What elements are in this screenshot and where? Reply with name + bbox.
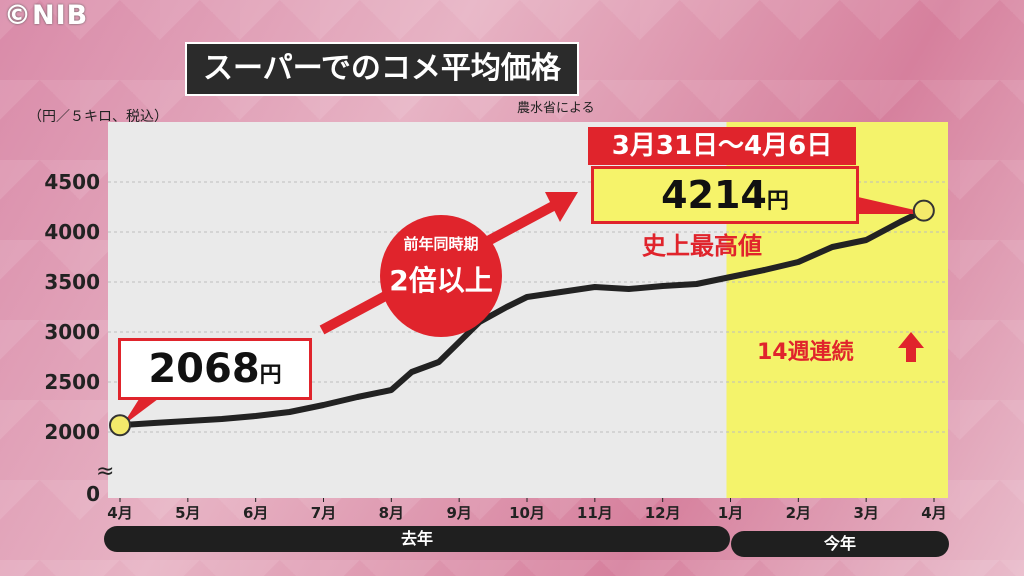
x-tick-label: 7月 <box>311 504 336 522</box>
chart-title: スーパーでのコメ平均価格 <box>185 42 579 96</box>
y-tick-label: 2000 <box>44 420 100 444</box>
up-arrow-icon <box>898 332 924 362</box>
period-bar-last-year: 去年 <box>104 526 730 552</box>
yoy-badge: 前年同時期 2倍以上 <box>380 215 502 337</box>
x-tick-label: 9月 <box>446 504 471 522</box>
peak-date-label: 3月31日～4月6日 <box>588 127 856 165</box>
x-tick-label: 12月 <box>645 504 681 522</box>
start-value-callout: 2068円 <box>118 338 312 400</box>
x-tick-label: 10月 <box>509 504 545 522</box>
y-tick-label: 3500 <box>44 270 100 294</box>
x-tick-label: 6月 <box>243 504 268 522</box>
x-tick-label: 1月 <box>718 504 743 522</box>
y-tick-label: 2500 <box>44 370 100 394</box>
copyright-mark: ©NIB <box>4 0 89 31</box>
end-point-marker <box>912 199 935 222</box>
peak-value: 4214 <box>661 173 767 217</box>
x-tick-label: 4月 <box>921 504 946 522</box>
start-point-marker <box>109 414 131 437</box>
x-tick-label: 3月 <box>853 504 878 522</box>
yoy-value: 2倍以上 <box>389 264 493 297</box>
start-value-unit: 円 <box>259 363 282 388</box>
x-tick-label: 4月 <box>107 504 132 522</box>
start-value: 2068 <box>148 346 260 392</box>
y-tick-label: 0 <box>86 482 100 506</box>
y-tick-label: 3000 <box>44 320 100 344</box>
x-tick-label: 8月 <box>379 504 404 522</box>
consecutive-weeks-label: 14週連続 <box>757 340 854 365</box>
x-tick-label: 11月 <box>577 504 613 522</box>
y-tick-label: 4500 <box>44 170 100 194</box>
period-bar-this-year: 今年 <box>731 531 949 557</box>
x-tick-label: 5月 <box>175 504 200 522</box>
peak-value-unit: 円 <box>766 189 789 214</box>
yoy-label: 前年同時期 <box>403 235 479 253</box>
y-axis-unit-label: （円／５キロ、税込） <box>28 109 168 125</box>
y-tick-label: 4000 <box>44 220 100 244</box>
axis-break-mark: ≈ <box>96 459 114 484</box>
price-series-line <box>117 207 927 429</box>
source-note: 農水省による <box>517 101 595 116</box>
record-high-label: 史上最高値 <box>642 232 762 260</box>
x-tick-label: 2月 <box>786 504 811 522</box>
peak-value-callout: 4214円 <box>591 166 859 224</box>
